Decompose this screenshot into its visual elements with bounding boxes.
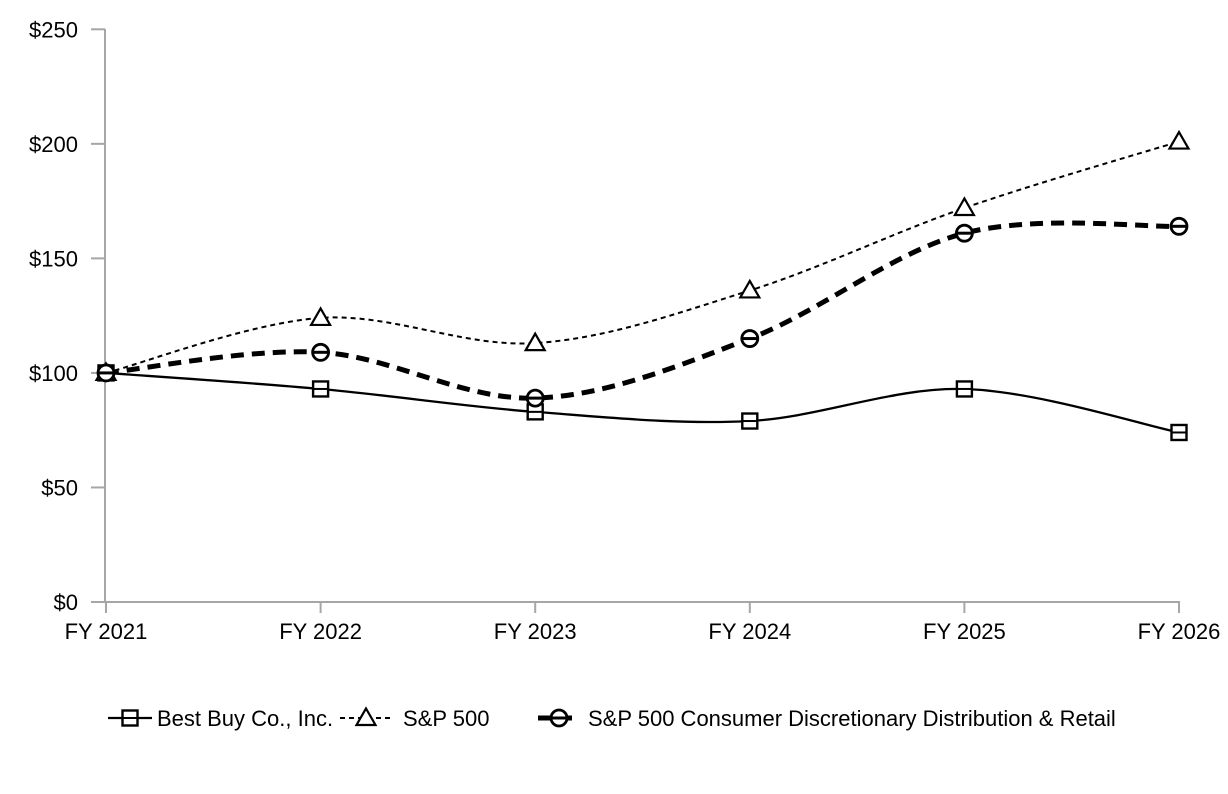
x-tick-label: FY 2023: [494, 619, 577, 644]
y-tick-label: $200: [29, 132, 78, 157]
y-tick-label: $100: [29, 361, 78, 386]
x-tick-label: FY 2025: [923, 619, 1006, 644]
legend-item-s-p-500-consumer-discretionary: S&P 500 Consumer Discretionary Distribut…: [538, 706, 1116, 731]
y-tick-label: $50: [41, 475, 78, 500]
x-tick-label: FY 2026: [1138, 619, 1221, 644]
legend-marker-triangle: [354, 706, 378, 727]
x-tick-label: FY 2022: [279, 619, 362, 644]
y-tick-label: $0: [54, 590, 78, 615]
series-line-best-buy-co-inc: [105, 371, 1180, 434]
series-line-s-p-500-consumer-discretionary: [105, 220, 1180, 401]
y-tick-label: $250: [29, 17, 78, 42]
y-tick-label: $150: [29, 246, 78, 271]
legend-label: Best Buy Co., Inc.: [157, 706, 333, 731]
data-point-s-p-500: [523, 331, 547, 352]
legend-label: S&P 500 Consumer Discretionary Distribut…: [588, 706, 1116, 731]
legend-item-s-p-500: S&P 500: [340, 706, 489, 731]
legend-item-best-buy-co-inc: Best Buy Co., Inc.: [108, 706, 333, 731]
data-point-s-p-500: [1167, 129, 1191, 150]
data-point-s-p-500: [738, 278, 762, 299]
series-line-s-p-500: [105, 140, 1180, 374]
axis-lines: [104, 29, 1180, 603]
data-point-s-p-500: [309, 306, 333, 327]
legend-label: S&P 500: [403, 706, 489, 731]
data-point-s-p-500: [952, 196, 976, 217]
x-tick-label: FY 2024: [708, 619, 791, 644]
x-tick-label: FY 2021: [65, 619, 148, 644]
